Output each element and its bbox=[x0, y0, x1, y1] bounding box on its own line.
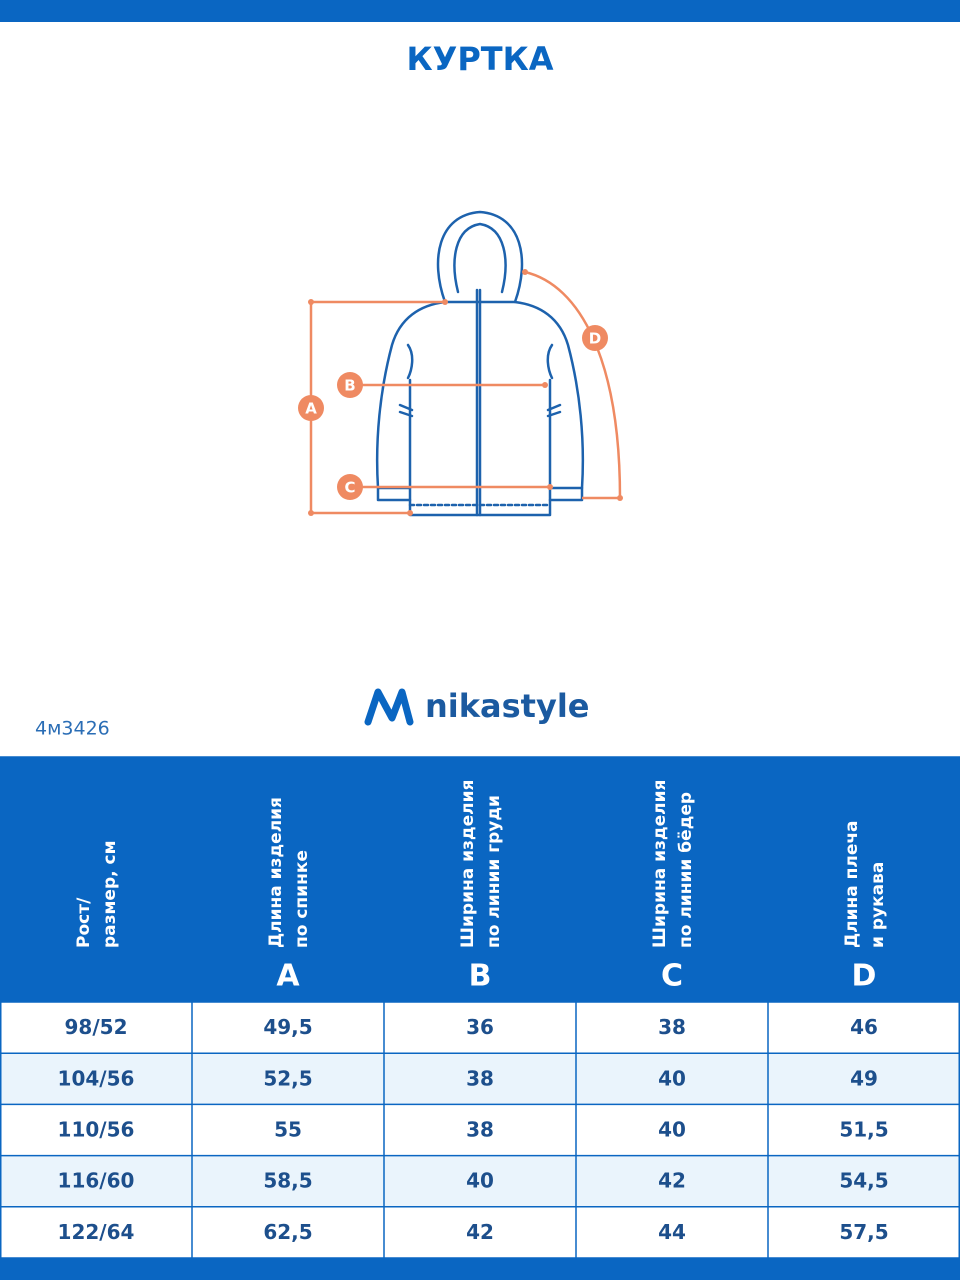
header-bg bbox=[0, 757, 960, 1002]
column-header: по линии груди bbox=[484, 795, 504, 948]
cell: 110/56 bbox=[58, 1118, 135, 1142]
brand-logo bbox=[364, 688, 414, 726]
cell: 57,5 bbox=[839, 1220, 888, 1244]
row-bg bbox=[0, 1053, 960, 1105]
dim-label: D bbox=[589, 330, 601, 348]
dim-label: A bbox=[305, 400, 317, 418]
dim-label: B bbox=[344, 377, 355, 395]
column-header: размер, см bbox=[100, 841, 120, 948]
brand-name: nikastyle bbox=[425, 687, 590, 725]
article: 4м3426 bbox=[35, 718, 110, 740]
row-bg bbox=[0, 1002, 960, 1054]
cell: 54,5 bbox=[839, 1169, 888, 1193]
top-bar bbox=[0, 0, 960, 22]
cell: 55 bbox=[274, 1118, 302, 1142]
column-header: Длина плеча bbox=[842, 820, 862, 948]
cell: 38 bbox=[466, 1066, 494, 1090]
row-bg bbox=[0, 1206, 960, 1258]
cell: 122/64 bbox=[58, 1220, 135, 1244]
cell: 38 bbox=[466, 1118, 494, 1142]
cell: 62,5 bbox=[263, 1220, 312, 1244]
column-header: и рукава bbox=[868, 862, 888, 948]
column-letter: C bbox=[661, 959, 683, 994]
cell: 40 bbox=[658, 1066, 686, 1090]
column-header: по спинке bbox=[292, 850, 312, 948]
column-header: Рост/ bbox=[74, 897, 94, 948]
column-letter: A bbox=[276, 959, 300, 994]
column-header: по линии бёдер bbox=[676, 792, 696, 948]
dim-label: C bbox=[344, 479, 355, 497]
column-letter: B bbox=[469, 959, 492, 994]
title: КУРТКА bbox=[406, 40, 553, 78]
cell: 42 bbox=[658, 1169, 686, 1193]
cell: 40 bbox=[658, 1118, 686, 1142]
cell: 58,5 bbox=[263, 1169, 312, 1193]
column-letter: D bbox=[852, 959, 877, 994]
cell: 40 bbox=[466, 1169, 494, 1193]
cell: 51,5 bbox=[839, 1118, 888, 1142]
cell: 98/52 bbox=[65, 1015, 128, 1039]
row-bg bbox=[0, 1155, 960, 1207]
column-header: Ширина изделия bbox=[458, 780, 478, 948]
cell: 104/56 bbox=[58, 1066, 135, 1090]
column-header: Длина изделия bbox=[266, 797, 286, 948]
cell: 46 bbox=[850, 1015, 878, 1039]
cell: 38 bbox=[658, 1015, 686, 1039]
cell: 49,5 bbox=[263, 1015, 312, 1039]
cell: 49 bbox=[850, 1066, 878, 1090]
size-table: Рост/размер, см Длина изделия по спинке A Ши… bbox=[0, 756, 960, 1259]
row-bg bbox=[0, 1104, 960, 1156]
cell: 52,5 bbox=[263, 1066, 312, 1090]
cell: 42 bbox=[466, 1220, 494, 1244]
bottom-bar bbox=[0, 1258, 960, 1280]
jacket-diagram: A B C D bbox=[298, 210, 623, 517]
cell: 36 bbox=[466, 1015, 494, 1039]
column-header: Ширина изделия bbox=[650, 780, 670, 948]
cell: 44 bbox=[658, 1220, 686, 1244]
cell: 116/60 bbox=[58, 1169, 135, 1193]
